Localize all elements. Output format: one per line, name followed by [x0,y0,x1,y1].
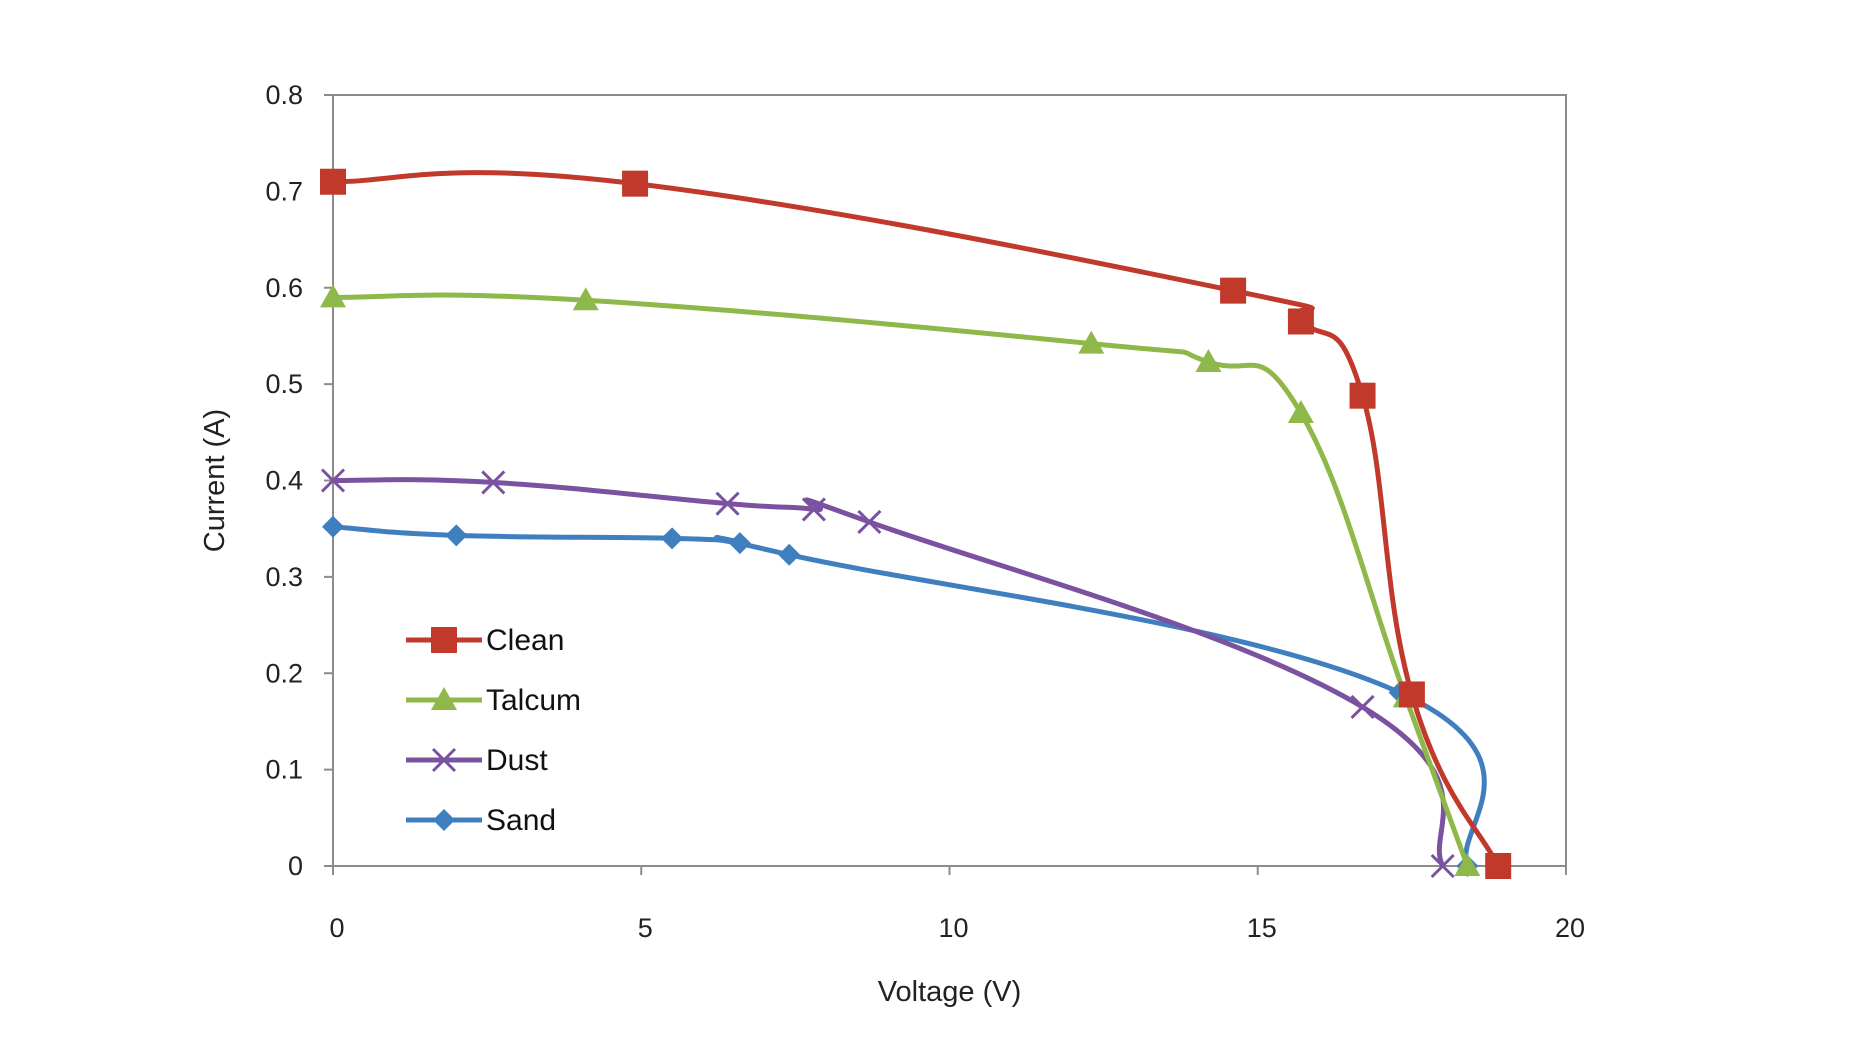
y-tick-label: 0.5 [265,369,303,399]
data-point-talcum [1287,400,1314,424]
data-point-dust [715,491,740,516]
legend-marker-dust [431,747,457,773]
legend-marker-clean [431,627,457,653]
data-point-clean [1287,308,1314,335]
x-tick-label: 10 [938,913,968,943]
y-tick-label: 0.3 [265,562,303,592]
data-point-talcum [1195,348,1222,372]
x-tick-label: 15 [1247,913,1277,943]
data-point-dust [1430,853,1455,879]
data-point-talcum [1454,853,1481,876]
plot-area [332,94,1567,867]
x-tick-label: 0 [329,913,344,943]
data-point-sand [778,543,801,566]
data-point-talcum [1078,330,1105,354]
data-point-sand [728,532,751,555]
y-tick-label: 0.2 [265,658,303,688]
legend-label-dust: Dust [486,744,548,777]
data-point-dust [481,470,506,495]
legend-marker-sand [433,809,455,831]
data-point-sand [661,527,684,550]
data-point-dust [1350,694,1375,720]
y-tick-label: 0.6 [265,273,303,303]
legend: Clean Talcum Dust Sand [406,624,581,837]
legend-label-sand: Sand [486,804,556,837]
legend-entry-sand: Sand [406,804,556,837]
legend-entry-talcum: Talcum [406,684,581,717]
y-tick-label: 0.7 [265,176,303,206]
data-point-talcum [320,284,346,308]
y-tick-label: 0.4 [265,466,303,496]
legend-entry-clean: Clean [406,624,564,657]
data-point-sand [445,524,468,547]
legend-entry-dust: Dust [406,744,548,777]
legend-label-clean: Clean [486,624,564,657]
data-point-talcum [572,287,599,311]
legend-label-talcum: Talcum [486,684,581,717]
data-point-dust [801,497,826,522]
y-tick-label: 0.8 [265,80,303,110]
series-clean [320,168,1512,879]
data-point-dust [320,468,346,493]
y-tick-label: 0 [288,851,303,881]
data-point-clean [1220,277,1247,304]
x-axis-title: Voltage (V) [878,976,1021,1008]
y-tick-label: 0.1 [265,755,303,785]
series-dust [320,468,1455,879]
data-point-dust [857,509,882,535]
axis-ticks: 0 0.1 0.2 0.3 0.4 0.5 0.6 0.7 0.8 0 5 10 15 20 [265,80,1585,943]
legend-marker-talcum [431,687,457,710]
y-axis-title: Current (A) [199,409,231,552]
x-tick-label: 20 [1555,913,1585,943]
data-point-clean [320,168,346,195]
data-point-clean [1349,382,1376,409]
series-layer [320,168,1512,879]
data-point-sand [322,515,344,538]
data-point-clean [1485,853,1512,879]
data-point-clean [1398,681,1425,708]
x-tick-label: 5 [638,913,653,943]
data-point-clean [622,170,649,197]
